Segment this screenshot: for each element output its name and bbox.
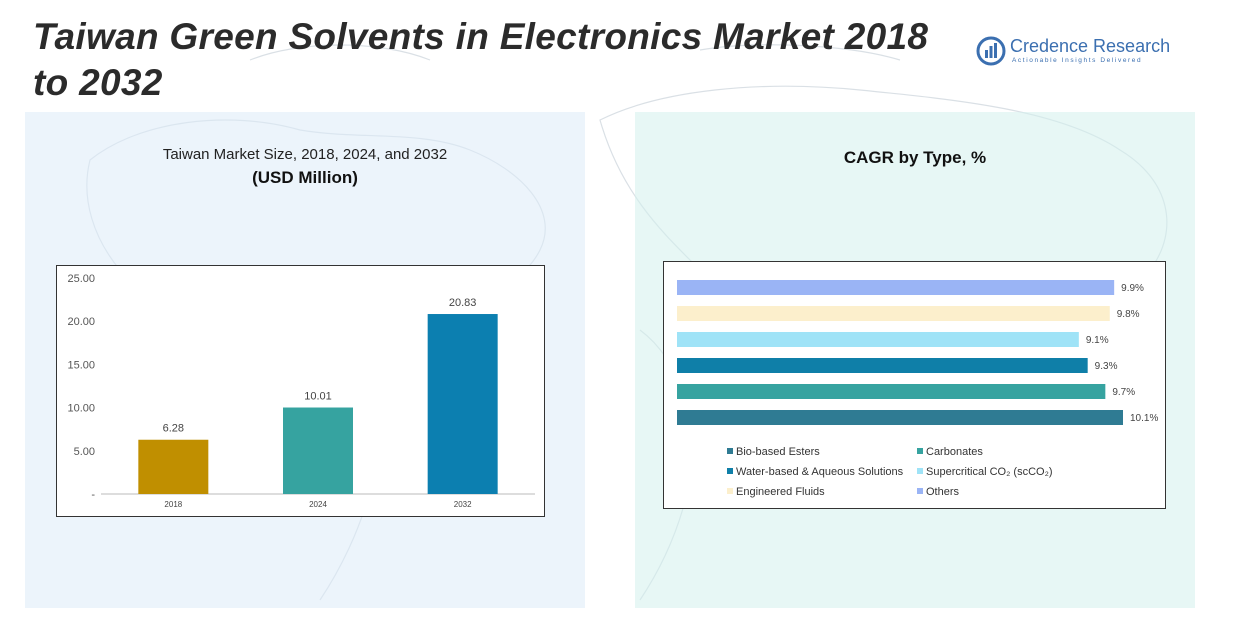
page-title: Taiwan Green Solvents in Electronics Mar…	[33, 16, 929, 103]
bar-value-label: 20.83	[449, 297, 477, 309]
logo-tagline: Actionable Insights Delivered	[1012, 57, 1143, 64]
hbar-Supercritical CO₂ (scCO₂)	[677, 332, 1079, 347]
bar-2018	[138, 439, 209, 494]
brand-logo: Credence Research Actionable Insights De…	[976, 34, 1176, 70]
x-tick-label: 2024	[309, 500, 327, 509]
hbar-value-label: 9.8%	[1117, 309, 1140, 320]
y-tick-label: 20.00	[67, 316, 95, 328]
legend-swatch	[727, 448, 733, 455]
legend-swatch	[917, 488, 923, 495]
legend-item: Engineered Fluids	[727, 486, 825, 498]
hbar-value-label: 10.1%	[1130, 413, 1158, 424]
bar-value-label: 10.01	[304, 391, 332, 403]
hbar-value-label: 9.9%	[1121, 283, 1144, 294]
cagr-hbar-chart: 9.9% 9.8% 9.1% 9.3% 9.7% 10.1%	[677, 280, 1158, 425]
cagr-chart-title: CAGR by Type, %	[843, 148, 987, 167]
hbar-value-label: 9.1%	[1086, 335, 1109, 346]
legend-label: Water-based & Aqueous Solutions	[736, 466, 904, 478]
logo-icon	[976, 36, 1006, 66]
cagr-legend: Bio-based Esters Carbonates Water-based & …	[727, 446, 1157, 504]
hbar-Bio-based Esters	[677, 410, 1123, 425]
logo-name: Credence Research	[1010, 36, 1171, 56]
bar-value-label: 6.28	[163, 423, 184, 435]
hbar-Water-based & Aqueous Solutions	[677, 358, 1088, 373]
bar-2024	[283, 407, 353, 494]
cagr-chart-frame: 9.9% 9.8% 9.1% 9.3% 9.7% 10.1%	[663, 261, 1166, 509]
x-tick-label: 2018	[164, 500, 182, 509]
legend-item: Bio-based Esters	[727, 446, 820, 458]
legend-label: Supercritical CO₂ (scCO₂)	[926, 466, 1053, 478]
legend-item: Carbonates	[917, 446, 983, 458]
y-tick-label: -	[91, 489, 95, 501]
legend-label: Carbonates	[926, 446, 983, 458]
hbar-value-label: 9.3%	[1095, 361, 1118, 372]
market-size-chart-subtitle: (USD Million)	[252, 168, 358, 187]
hbar-value-label: 9.7%	[1112, 387, 1135, 398]
hbar-Carbonates	[677, 384, 1106, 399]
legend-label: Bio-based Esters	[736, 446, 820, 458]
legend-swatch	[917, 448, 923, 455]
hbar-Engineered Fluids	[677, 306, 1110, 321]
market-size-bar-chart: - 5.00 10.00 15.00 20.00 25.00 6.28 2018 10.01 20…	[67, 273, 535, 509]
y-tick-label: 15.00	[67, 359, 95, 371]
legend-swatch	[727, 488, 733, 495]
legend-swatch	[727, 468, 733, 475]
hbar-Others	[677, 280, 1115, 295]
legend-item: Others	[917, 486, 959, 498]
legend-item: Supercritical CO₂ (scCO₂)	[917, 466, 1053, 478]
bar-2032	[427, 314, 498, 494]
y-tick-label: 25.00	[67, 273, 95, 285]
legend-swatch	[917, 468, 923, 475]
y-tick-label: 10.00	[67, 403, 95, 415]
y-tick-label: 5.00	[74, 446, 95, 458]
legend-label: Engineered Fluids	[736, 486, 825, 498]
legend-item: Water-based & Aqueous Solutions	[727, 466, 903, 478]
x-tick-label: 2032	[454, 500, 472, 509]
market-size-chart-title: Taiwan Market Size, 2018, 2024, and 2032	[162, 146, 448, 163]
legend-label: Others	[926, 486, 960, 498]
market-size-chart-frame: - 5.00 10.00 15.00 20.00 25.00 6.28 2018 10.01 20…	[56, 265, 545, 517]
